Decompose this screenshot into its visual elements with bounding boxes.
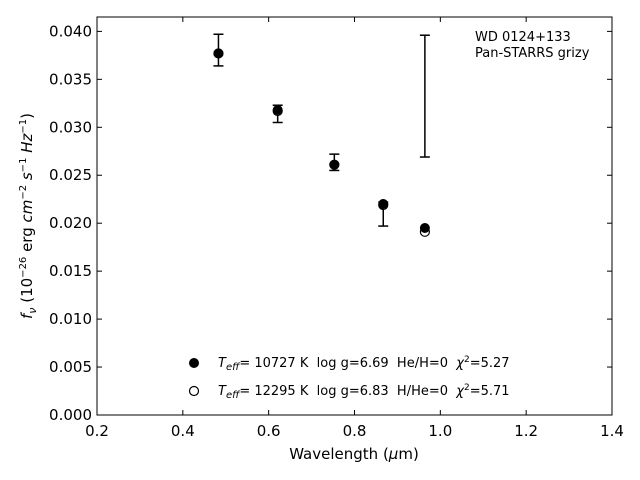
legend-2-sub: eff xyxy=(226,390,241,401)
legend-1-sub: eff xyxy=(226,362,241,373)
x-axis-title-mu: μ xyxy=(388,445,399,463)
legend-label-filled: Teff= 10727 K log g=6.69 He/H=0 χ2=5.27 xyxy=(218,355,510,373)
x-tick-label-1: 0.4 xyxy=(171,422,195,440)
x-tick-label-2: 0.6 xyxy=(257,422,281,440)
y-axis-title: fν (10−26 erg cm−2 s−1 Hz−1) xyxy=(18,113,39,319)
x-axis-title-unit: m) xyxy=(398,445,418,463)
legend-2-sup: 2 xyxy=(464,383,470,393)
y-tick-label-1: 0.005 xyxy=(49,358,92,376)
filled-point-1 xyxy=(272,105,283,116)
annotation-line-1: WD 0124+133 xyxy=(475,30,571,45)
y-tick-label-3: 0.015 xyxy=(49,262,92,280)
data-marks xyxy=(213,33,430,237)
y-tick-label-6: 0.030 xyxy=(49,118,92,136)
legend-1-val: =5.27 xyxy=(470,356,510,371)
y-title-nu: ν xyxy=(26,308,39,314)
y-title-exp1: −26 xyxy=(18,257,29,278)
y-title-s: s xyxy=(18,172,36,185)
legend: Teff= 10727 K log g=6.69 He/H=0 χ2=5.27 … xyxy=(188,355,510,401)
y-title-c: ) xyxy=(18,113,36,119)
filled-point-4 xyxy=(419,222,430,233)
y-title-a: (10 xyxy=(18,278,36,308)
y-tick-label-8: 0.040 xyxy=(49,22,92,40)
legend-1-rest: = 10727 K log g=6.69 He/H=0 xyxy=(239,356,456,371)
legend-marker-open xyxy=(188,385,200,397)
legend-1-t: T xyxy=(218,356,227,371)
x-tick-label-0: 0.2 xyxy=(85,422,109,440)
axis-ticks: 0.2 0.4 0.6 0.8 1.0 1.2 1.4 0.000 0.005 0.010 0.01… xyxy=(49,17,624,440)
y-tick-label-4: 0.020 xyxy=(49,214,92,232)
x-axis-title: Wavelength (μm) xyxy=(289,445,419,463)
legend-1-sup: 2 xyxy=(464,355,470,365)
x-tick-label-5: 1.2 xyxy=(514,422,538,440)
y-title-exp3: −1 xyxy=(18,158,29,173)
y-title-b: erg xyxy=(18,223,36,257)
plot-area xyxy=(96,16,613,416)
legend-label-open: Teff= 12295 K log g=6.83 H/He=0 χ2=5.71 xyxy=(218,383,510,401)
x-axis-title-main: Wavelength ( xyxy=(289,445,389,463)
y-title-exp4: −1 xyxy=(18,119,29,134)
legend-marker-filled xyxy=(189,358,199,368)
legend-2-val: =5.71 xyxy=(470,384,510,399)
y-title-f: f xyxy=(18,311,36,319)
filled-point-0 xyxy=(213,48,224,59)
x-tick-label-3: 0.8 xyxy=(343,422,367,440)
legend-1-chi: χ xyxy=(455,356,465,371)
x-tick-label-4: 1.0 xyxy=(428,422,452,440)
filled-point-3 xyxy=(378,199,389,210)
legend-2-rest: = 12295 K log g=6.83 H/He=0 xyxy=(239,384,456,399)
y-title-cm: cm xyxy=(18,200,36,223)
y-title-exp2: −2 xyxy=(18,185,29,200)
legend-2-t: T xyxy=(218,384,227,399)
y-tick-label-2: 0.010 xyxy=(49,310,92,328)
filled-point-2 xyxy=(329,159,340,170)
y-title-hz: Hz xyxy=(18,133,36,158)
legend-2-chi: χ xyxy=(455,384,465,399)
x-tick-label-6: 1.4 xyxy=(600,422,624,440)
y-tick-label-0: 0.000 xyxy=(49,406,92,424)
y-tick-label-5: 0.025 xyxy=(49,166,92,184)
y-tick-label-7: 0.035 xyxy=(49,70,92,88)
annotation-line-2: Pan-STARRS grizy xyxy=(475,46,590,61)
